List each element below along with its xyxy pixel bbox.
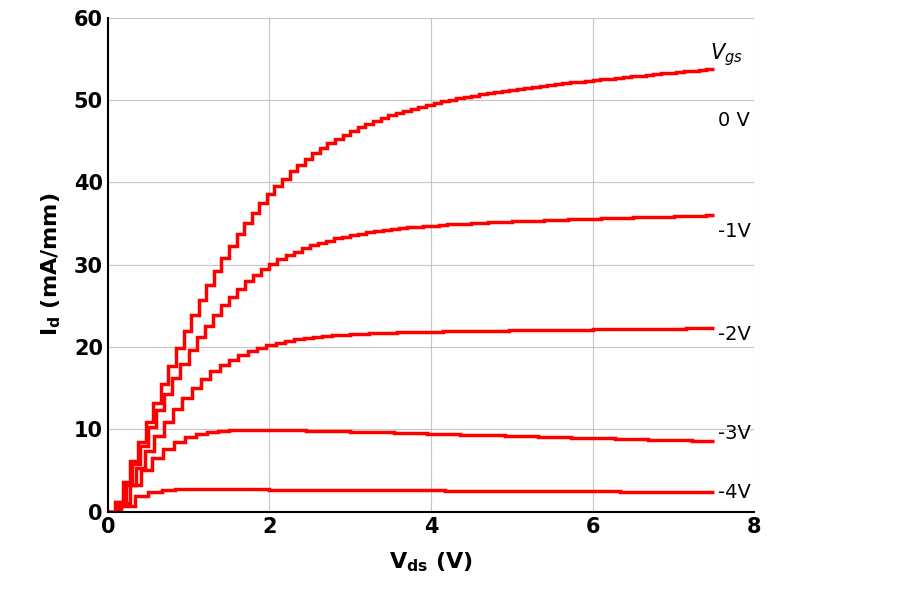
Text: -3V: -3V <box>718 424 751 443</box>
X-axis label: V$_{\mathregular{ds}}$ (V): V$_{\mathregular{ds}}$ (V) <box>389 550 473 574</box>
Y-axis label: I$_{\mathregular{d}}$ (mA/mm): I$_{\mathregular{d}}$ (mA/mm) <box>39 193 63 336</box>
Text: -4V: -4V <box>718 483 751 502</box>
Text: $\mathit{V}_{gs}$: $\mathit{V}_{gs}$ <box>709 42 743 68</box>
Text: -2V: -2V <box>718 325 751 345</box>
Text: -1V: -1V <box>718 223 751 242</box>
Text: 0 V: 0 V <box>718 111 750 130</box>
